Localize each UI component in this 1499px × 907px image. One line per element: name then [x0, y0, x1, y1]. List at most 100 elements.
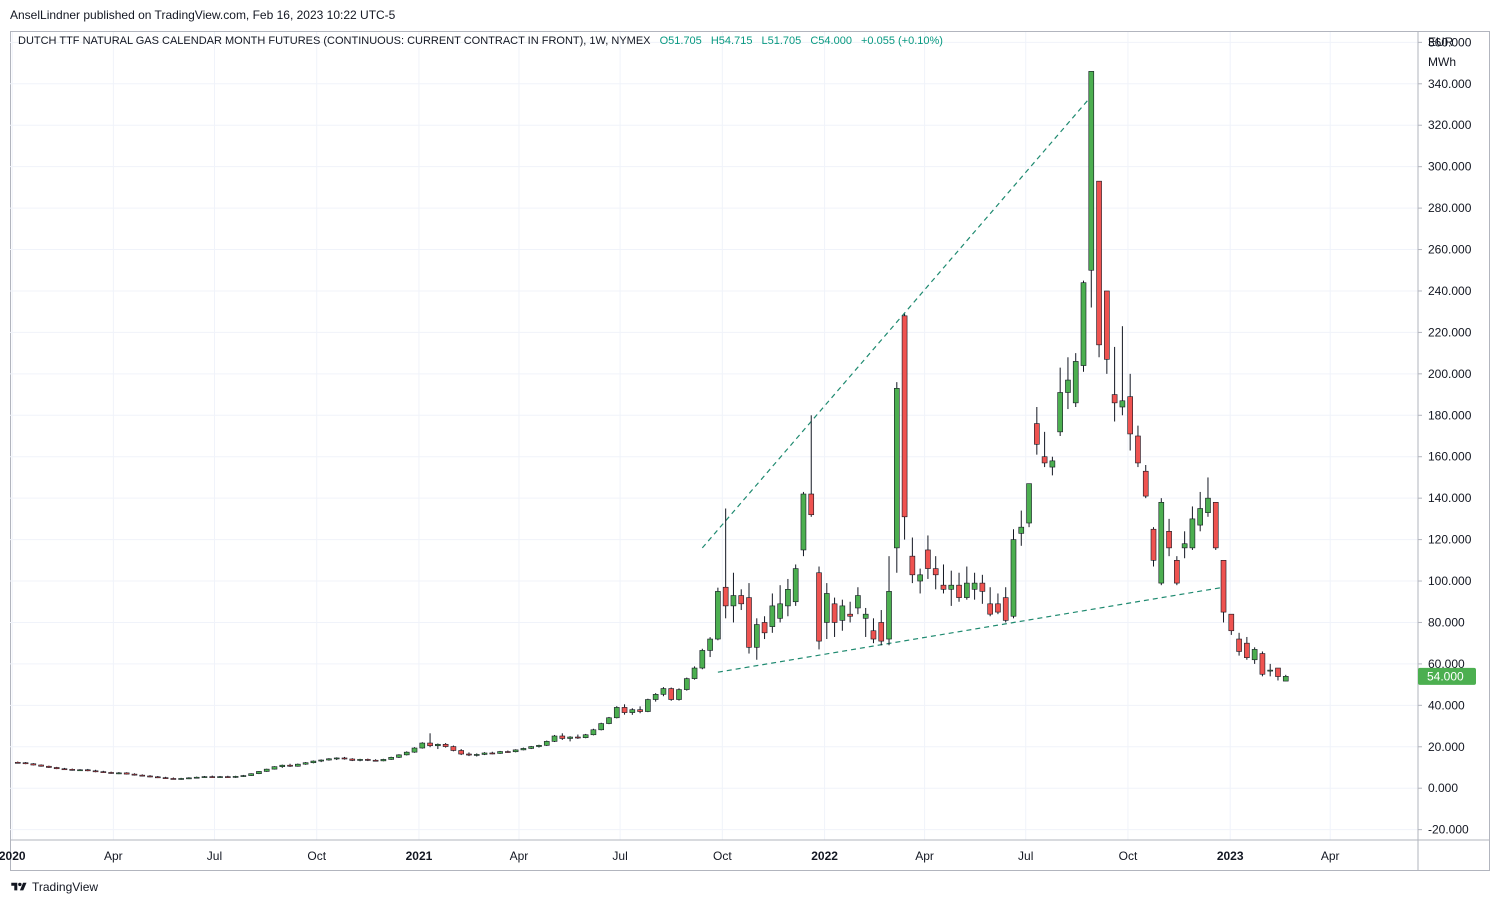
candle-body [761, 622, 768, 634]
candle-body [1111, 394, 1118, 404]
candle [1150, 527, 1157, 567]
candle [987, 587, 993, 617]
candle [458, 749, 464, 756]
candle [855, 587, 861, 615]
candle-body [333, 757, 340, 760]
candle [847, 601, 853, 623]
candle [295, 763, 301, 767]
candle-body [1275, 667, 1281, 677]
candle [1119, 326, 1126, 416]
candle-body [186, 777, 192, 780]
candle [1049, 456, 1056, 476]
candle-body [1197, 508, 1203, 526]
price-axis: 360.000 340.000 320.000 300.000 280.000 260.0… [1418, 35, 1472, 837]
candle-body [279, 764, 286, 767]
candle [411, 747, 418, 753]
candle-body [1010, 539, 1017, 617]
candle-body [932, 568, 939, 576]
candle-body [1142, 470, 1149, 497]
candle [396, 754, 402, 758]
candle [46, 765, 52, 768]
candle-body [894, 388, 900, 549]
candle-body [925, 549, 931, 569]
candle-body [948, 584, 955, 590]
chart-frame [10, 31, 1490, 871]
candle-body [520, 748, 527, 751]
candle [30, 763, 37, 766]
candle-body [1127, 396, 1133, 435]
candle-body [1205, 497, 1211, 513]
candle [256, 771, 262, 775]
candle [629, 708, 636, 715]
y-tick-label: 20.000 [1428, 740, 1465, 754]
y-tick-label: 140.000 [1428, 491, 1472, 505]
candle-body [1026, 483, 1032, 524]
candle-body [862, 613, 869, 619]
candle [287, 763, 293, 767]
candle [403, 751, 410, 756]
candle-body [606, 717, 612, 724]
candle [116, 772, 122, 775]
candle-body [100, 771, 107, 773]
footer-brand[interactable]: TradingView [10, 880, 98, 894]
grid-layer [10, 32, 1418, 840]
candle [450, 745, 457, 752]
y-tick-label: 0.000 [1428, 781, 1458, 795]
candle [551, 734, 558, 743]
y-tick-label: 80.000 [1428, 615, 1465, 629]
x-tick-label: 2022 [811, 849, 838, 863]
y-tick-label: 340.000 [1428, 77, 1472, 91]
candle-body [1251, 649, 1258, 661]
candle [652, 693, 659, 702]
ohlc-close: C54.000 [810, 35, 852, 47]
candle [232, 775, 239, 778]
candle-body [746, 597, 752, 648]
candle-body [1267, 669, 1273, 672]
candle [1181, 531, 1188, 559]
candle [341, 756, 348, 760]
x-tick-label: Apr [104, 849, 123, 863]
candle [131, 773, 138, 776]
candle-body [629, 709, 636, 713]
candle-body [458, 750, 464, 755]
candle-body [232, 776, 239, 778]
candle [326, 758, 332, 761]
candle [1236, 632, 1242, 656]
candle-body [1002, 597, 1009, 621]
candle-body [979, 582, 986, 592]
candle [668, 687, 675, 701]
candle [497, 750, 503, 754]
candle [1220, 560, 1227, 623]
candle-body [357, 759, 363, 761]
candle [979, 574, 986, 604]
candle [785, 578, 791, 617]
symbol-title: DUTCH TTF NATURAL GAS CALENDAR MONTH FUT… [18, 35, 651, 47]
candle [621, 704, 628, 715]
candle-body [1228, 613, 1235, 632]
publisher-line: AnselLindner published on TradingView.co… [10, 8, 396, 22]
candle-body [1065, 379, 1071, 393]
candle-body [613, 707, 620, 719]
candle-body [419, 742, 426, 749]
candle [792, 564, 799, 606]
candle [14, 761, 21, 764]
candle-body [1166, 531, 1172, 549]
candle-body [886, 591, 892, 640]
candle-body [660, 688, 667, 695]
candle-body [489, 752, 496, 755]
candle-body [497, 751, 503, 754]
ohlc-high: H54.715 [710, 35, 753, 47]
candle-body [411, 747, 418, 753]
candle [61, 767, 68, 771]
trendline [717, 586, 1224, 673]
candle-body [855, 595, 861, 609]
y-tick-label: -20.000 [1428, 823, 1469, 837]
candle-body [792, 568, 799, 603]
candle [388, 756, 394, 760]
candle [870, 618, 877, 644]
candle-body [14, 762, 21, 764]
candle [1228, 613, 1235, 635]
candle [746, 583, 752, 654]
candle [917, 568, 923, 594]
